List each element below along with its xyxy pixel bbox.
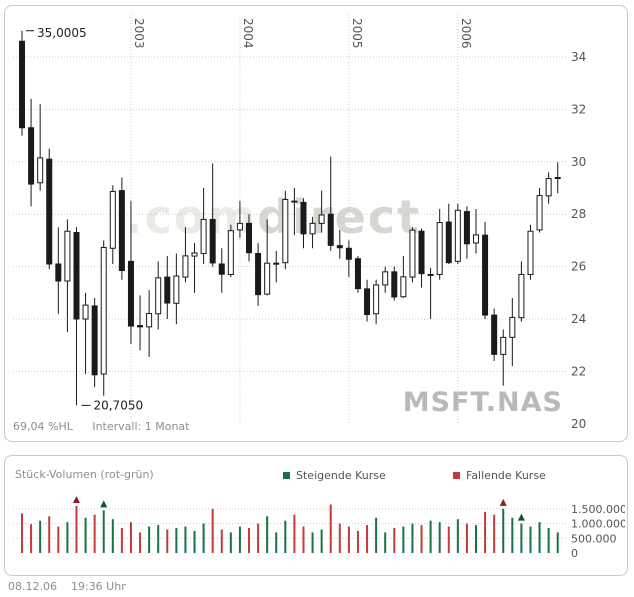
svg-text:2005: 2005 (350, 18, 364, 49)
percent-hl-label: 69,04 %HL (13, 420, 73, 433)
volume-chart-panel: Stück-Volumen (rot-grün) Steigende Kurse… (4, 455, 628, 576)
interval-label: Intervall: 1 Monat (92, 420, 190, 433)
svg-text:0: 0 (571, 547, 578, 560)
svg-text:30: 30 (571, 155, 586, 169)
svg-text:2003: 2003 (132, 18, 146, 49)
svg-text:22: 22 (571, 364, 586, 378)
symbol-watermark: MSFT.NAS (402, 387, 563, 418)
svg-text:35,0005: 35,0005 (37, 26, 87, 40)
rising-swatch-icon (283, 472, 290, 479)
legend-rising: Steigende Kurse (283, 469, 386, 482)
svg-text:34: 34 (571, 50, 586, 64)
price-chart-panel: .comdirect MSFT.NAS 34 32 30 28 26 24 22 20 2003… (4, 5, 628, 442)
legend-falling: Fallende Kurse (453, 469, 546, 482)
price-chart: 34 32 30 28 26 24 22 20 2003 2004 2005 2006 35,0005 2… (13, 14, 586, 431)
legend-rising-label: Steigende Kurse (296, 469, 386, 482)
falling-swatch-icon (453, 472, 460, 479)
svg-text:1.500.000: 1.500.000 (571, 503, 625, 516)
legend-falling-label: Fallende Kurse (466, 469, 546, 482)
svg-text:2006: 2006 (459, 18, 473, 49)
price-chart-footer: 69,04 %HL Intervall: 1 Monat (13, 420, 205, 433)
svg-text:28: 28 (571, 207, 586, 221)
comdirect-watermark: .comdirect (125, 190, 421, 244)
time-label: 19:36 Uhr (70, 580, 126, 593)
price-annotations: 35,0005 20,7050 (26, 26, 143, 412)
timestamp: 08.12.06 19:36 Uhr (8, 580, 140, 593)
svg-text:1.000.000: 1.000.000 (571, 518, 625, 531)
svg-text:24: 24 (571, 312, 586, 326)
volume-title: Stück-Volumen (rot-grün) (15, 468, 154, 481)
date-label: 08.12.06 (8, 580, 57, 593)
svg-text:32: 32 (571, 102, 586, 116)
svg-text:26: 26 (571, 260, 586, 274)
svg-text:20: 20 (571, 417, 586, 431)
candles (19, 30, 561, 406)
volume-bars (21, 504, 559, 553)
volume-markers (72, 495, 525, 521)
svg-text:20,7050: 20,7050 (93, 398, 143, 412)
volume-header: Stück-Volumen (rot-grün) Steigende Kurse… (15, 468, 615, 484)
svg-text:500.000: 500.000 (571, 532, 617, 545)
svg-text:2004: 2004 (241, 18, 255, 49)
price-grid: 34 32 30 28 26 24 22 20 2003 2004 2005 2006 (13, 14, 586, 431)
